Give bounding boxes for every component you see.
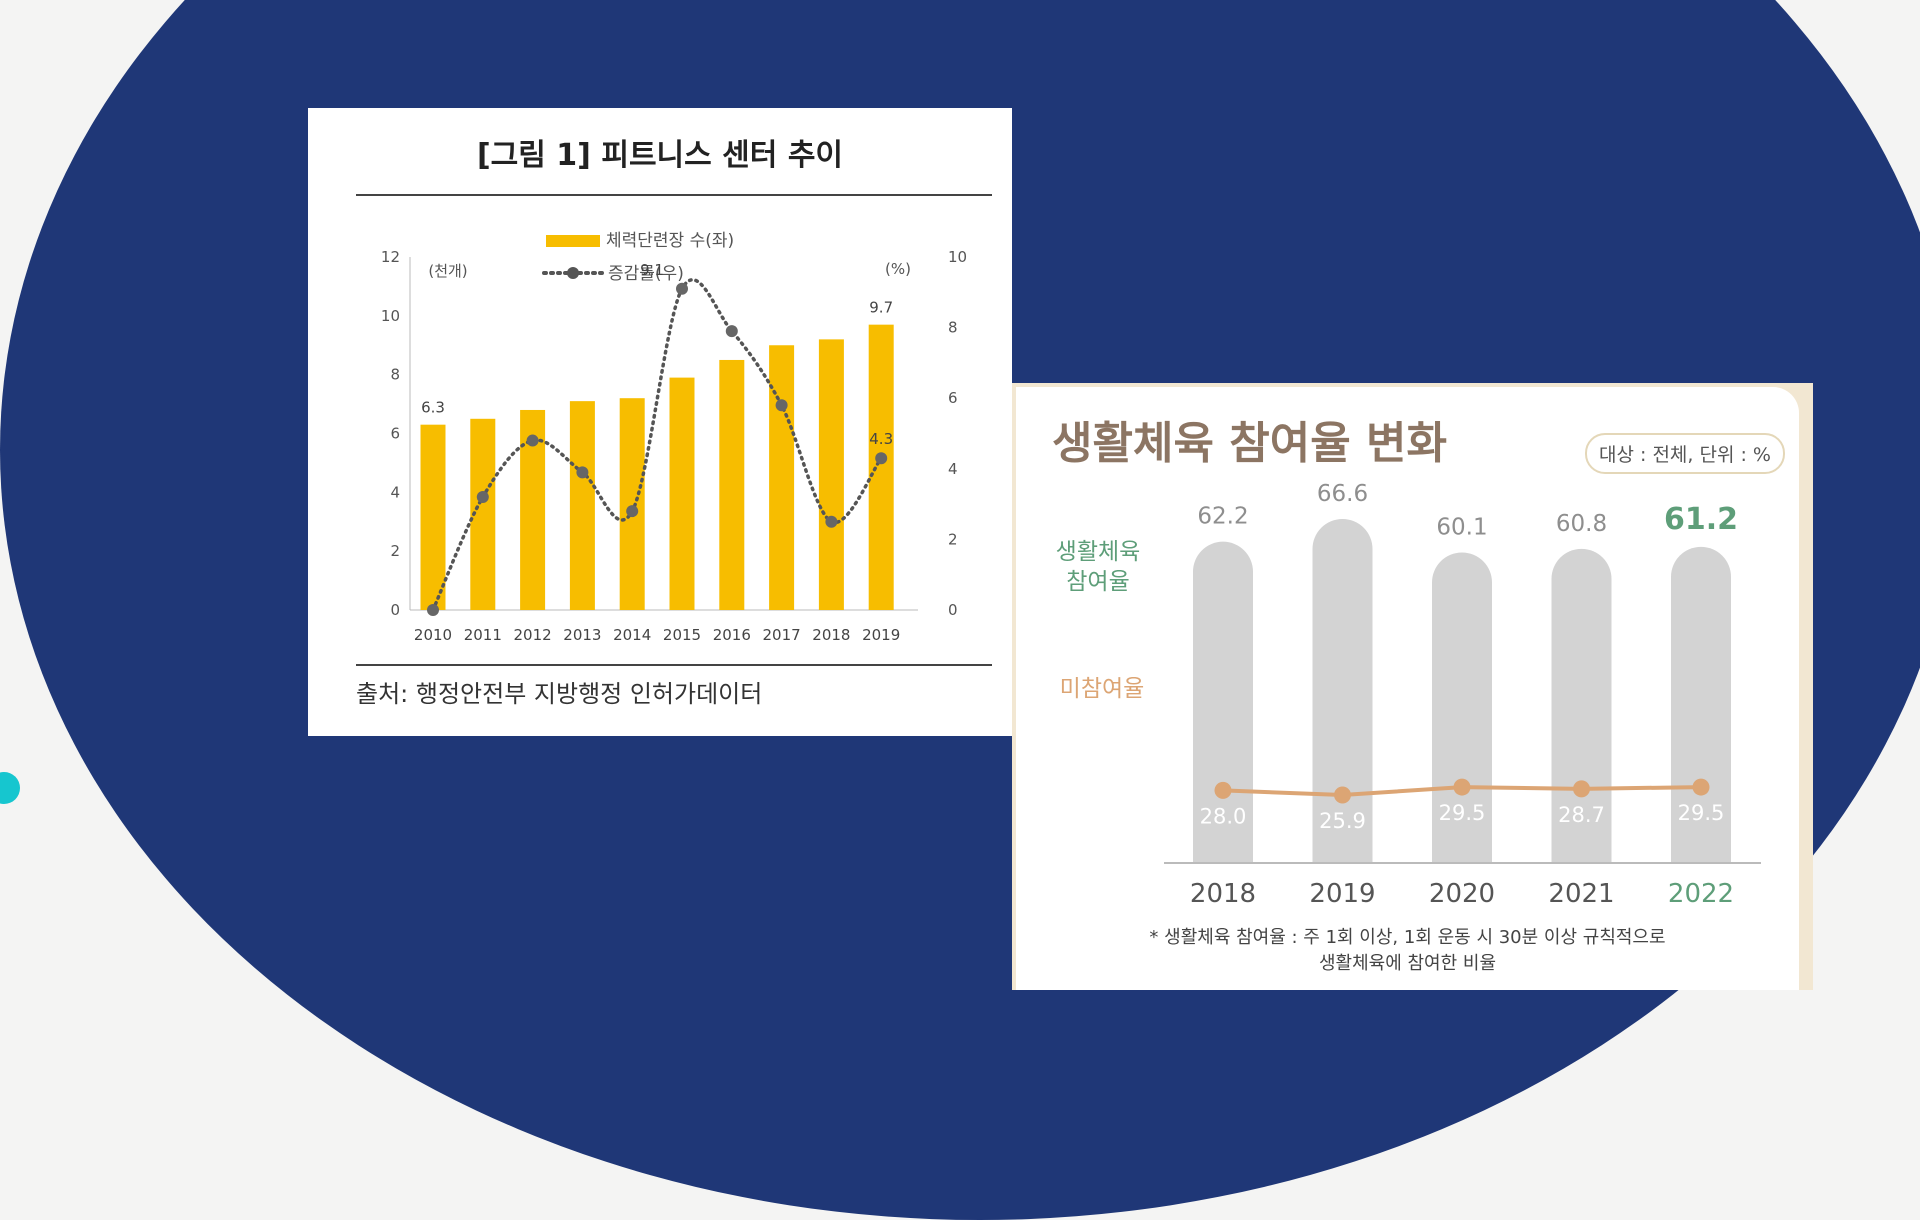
left-tick-label: 2 <box>390 542 400 560</box>
nonparticipation-point-2018 <box>1214 781 1232 799</box>
top-rule <box>356 194 992 196</box>
right-tick-label: 2 <box>948 530 958 548</box>
growth-rate-line <box>431 278 883 612</box>
legend-bar-label: 체력단련장 수(좌) <box>606 231 734 251</box>
x-tick-label: 2011 <box>464 626 502 644</box>
accent-dot <box>0 772 20 804</box>
growth-point-2019 <box>875 452 888 465</box>
growth-point-2012 <box>526 434 539 447</box>
fitness-chart-source: 출처: 행정안전부 지방행정 인허가데이터 <box>356 680 763 708</box>
nonparticipation-point-2022 <box>1692 778 1710 796</box>
x-tick-label: 2020 <box>1429 879 1495 909</box>
data-label: 6.3 <box>421 399 445 417</box>
right-tick-label: 6 <box>948 389 958 407</box>
left-tick-label: 4 <box>390 483 400 501</box>
x-tick-label: 2017 <box>763 626 801 644</box>
data-label: 9.1 <box>640 261 664 279</box>
bar-2016 <box>719 359 745 610</box>
bar-2019 <box>1312 519 1373 862</box>
growth-point-2014 <box>626 505 639 518</box>
footnote-line-1: * 생활체육 참여율 : 주 1회 이상, 1회 운동 시 30분 이상 규칙적… <box>1149 927 1666 948</box>
x-tick-label: 2015 <box>663 626 701 644</box>
x-tick-label: 2014 <box>613 626 651 644</box>
participation-chart-title: 생활체육 참여율 변화 <box>1052 418 1447 469</box>
growth-point-2011 <box>476 491 489 504</box>
bar-value-label: 60.1 <box>1436 514 1487 540</box>
x-tick-label: 2010 <box>414 626 452 644</box>
bar-2017 <box>769 345 795 610</box>
bar-2019 <box>868 324 894 610</box>
series-label-participation-1: 생활체육 <box>1056 539 1141 565</box>
x-tick-label: 2022 <box>1668 879 1734 909</box>
bar-value-label: 66.6 <box>1317 482 1368 507</box>
footnote-line-2: 생활체육에 참여한 비율 <box>1318 953 1497 974</box>
x-tick-label: 2012 <box>514 626 552 644</box>
bar-2022 <box>1671 546 1731 862</box>
growth-point-2016 <box>725 325 738 338</box>
growth-point-2010 <box>427 604 439 616</box>
left-tick-label: 12 <box>381 248 400 266</box>
bar-value-label: 60.8 <box>1556 511 1607 537</box>
bar-2010 <box>420 424 446 610</box>
x-tick-label: 2013 <box>563 626 601 644</box>
right-tick-label: 4 <box>948 460 958 478</box>
bar-2018 <box>1193 541 1253 862</box>
fitness-chart-panel: [그림 1] 피트니스 센터 추이 0 2 4 6 8 10 12 0 2 4 6 8 10 (천개) (%… <box>308 108 1012 736</box>
growth-point-2013 <box>576 466 589 479</box>
growth-point-2017 <box>775 399 788 412</box>
bar-2014 <box>619 398 645 610</box>
right-tick-label: 0 <box>948 601 958 619</box>
bar-2020 <box>1432 552 1492 862</box>
right-tick-label: 8 <box>948 319 958 337</box>
line-value-label: 28.0 <box>1200 804 1247 828</box>
bottom-rule <box>356 664 992 666</box>
line-value-label: 25.9 <box>1319 809 1366 833</box>
right-axis-unit: (%) <box>885 260 911 278</box>
bar-2018 <box>818 339 844 610</box>
data-label: 4.3 <box>869 430 893 448</box>
series-label-participation-2: 참여율 <box>1066 569 1129 595</box>
legend-bar-swatch <box>546 235 600 247</box>
x-tick-label: 2018 <box>812 626 850 644</box>
line-value-label: 28.7 <box>1558 803 1605 827</box>
legend-line-label: 증감률(우) <box>608 264 684 284</box>
x-tick-label: 2019 <box>862 626 900 644</box>
growth-point-2018 <box>825 515 838 528</box>
bar-value-label: 62.2 <box>1197 504 1248 530</box>
left-tick-label: 6 <box>390 425 400 443</box>
x-tick-label: 2018 <box>1190 879 1256 909</box>
nonparticipation-point-2019 <box>1334 786 1351 804</box>
x-tick-label: 2019 <box>1309 879 1375 909</box>
line-value-label: 29.5 <box>1678 801 1725 825</box>
left-axis-unit: (천개) <box>428 262 467 280</box>
line-value-label: 29.5 <box>1439 801 1486 825</box>
fitness-chart: 0 2 4 6 8 10 12 0 2 4 6 8 10 (천개) (%) 체력단련장 수(좌) 증감률(우) 6… <box>381 231 967 644</box>
right-tick-label: 10 <box>948 248 967 266</box>
nonparticipation-point-2021 <box>1573 780 1590 798</box>
left-tick-label: 8 <box>390 366 400 384</box>
growth-point-2015 <box>676 282 688 295</box>
bar-2021 <box>1551 548 1612 862</box>
legend-line-marker <box>567 267 579 279</box>
fitness-chart-title: [그림 1] 피트니스 센터 추이 <box>476 138 844 173</box>
series-label-nonparticipation: 미참여율 <box>1060 676 1145 702</box>
bar-value-label: 61.2 <box>1664 502 1738 537</box>
data-label: 9.7 <box>869 299 893 317</box>
left-tick-label: 0 <box>390 601 400 619</box>
nonparticipation-point-2020 <box>1453 778 1471 796</box>
bar-2015 <box>669 377 695 610</box>
left-tick-label: 10 <box>381 307 400 325</box>
bar-2013 <box>569 401 595 610</box>
unit-badge: 대상 : 전체, 단위 : % <box>1585 433 1785 474</box>
x-tick-label: 2021 <box>1548 879 1614 909</box>
x-tick-label: 2016 <box>713 626 751 644</box>
